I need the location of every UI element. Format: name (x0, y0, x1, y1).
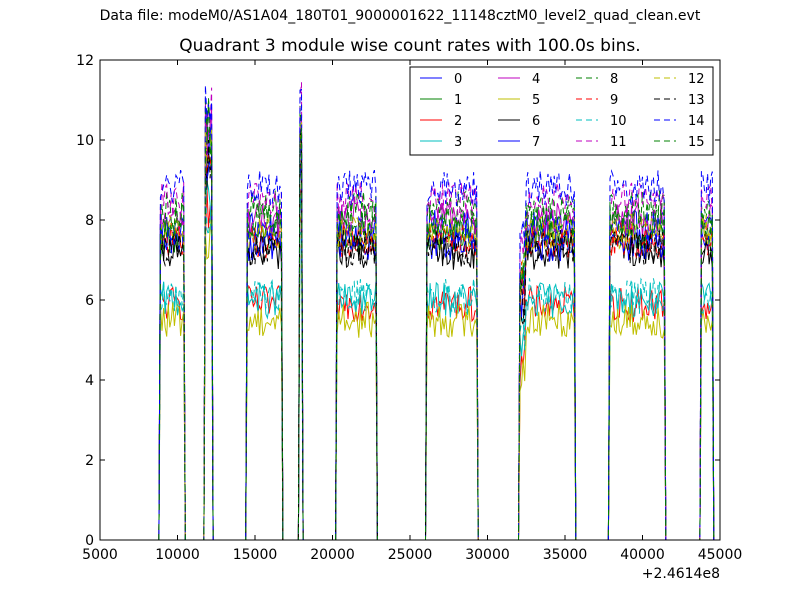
legend-label-15: 15 (688, 135, 705, 150)
legend-box (409, 66, 714, 156)
x-tick-label: 5000 (82, 547, 118, 563)
y-tick-label: 2 (85, 453, 94, 469)
legend-label-13: 13 (688, 93, 705, 108)
series-line-8 (158, 96, 715, 541)
legend-label-2: 2 (454, 114, 462, 129)
x-tick-label: 15000 (233, 547, 278, 563)
legend-label-14: 14 (688, 114, 705, 129)
legend-label-11: 11 (610, 135, 627, 150)
legend-label-0: 0 (454, 72, 462, 87)
legend-label-7: 7 (532, 135, 540, 150)
legend-label-9: 9 (610, 93, 618, 108)
series-line-3 (158, 180, 715, 541)
figure-suptitle: Data file: modeM0/AS1A04_180T01_90000016… (99, 8, 701, 24)
ticks-layer: 5000 10000 15000 20000 25000 30000 35000 40000 4… (76, 53, 742, 563)
x-tick-label: 10000 (155, 547, 200, 563)
y-tick-label: 10 (76, 133, 94, 149)
x-tick-label: 35000 (543, 547, 588, 563)
series-line-13 (158, 129, 715, 541)
series-line-9 (158, 154, 715, 541)
y-tick-label: 4 (85, 373, 94, 389)
legend-label-5: 5 (532, 93, 540, 108)
legend-label-8: 8 (610, 72, 618, 87)
series-line-14 (158, 85, 715, 541)
series-line-1 (158, 118, 715, 541)
x-offset-label: +2.4614e8 (642, 566, 720, 582)
legend-label-4: 4 (532, 72, 540, 87)
chart-title: Quadrant 3 module wise count rates with … (179, 36, 641, 56)
x-tick-label: 20000 (310, 547, 355, 563)
y-tick-label: 6 (85, 293, 94, 309)
series-lines-layer (158, 82, 715, 541)
y-tick-label: 8 (85, 213, 94, 229)
legend-label-1: 1 (454, 93, 462, 108)
legend-label-12: 12 (688, 72, 705, 87)
series-line-12 (158, 120, 715, 541)
legend-label-3: 3 (454, 135, 462, 150)
legend-label-10: 10 (610, 114, 627, 129)
series-line-15 (158, 100, 715, 541)
legend-label-6: 6 (532, 114, 540, 129)
y-tick-label: 12 (76, 53, 94, 69)
series-line-10 (158, 187, 715, 541)
x-tick-label: 30000 (465, 547, 510, 563)
x-tick-label: 40000 (620, 547, 665, 563)
series-line-5 (158, 215, 715, 541)
x-tick-label: 45000 (698, 547, 743, 563)
x-tick-label: 25000 (388, 547, 433, 563)
y-tick-label: 0 (85, 533, 94, 549)
